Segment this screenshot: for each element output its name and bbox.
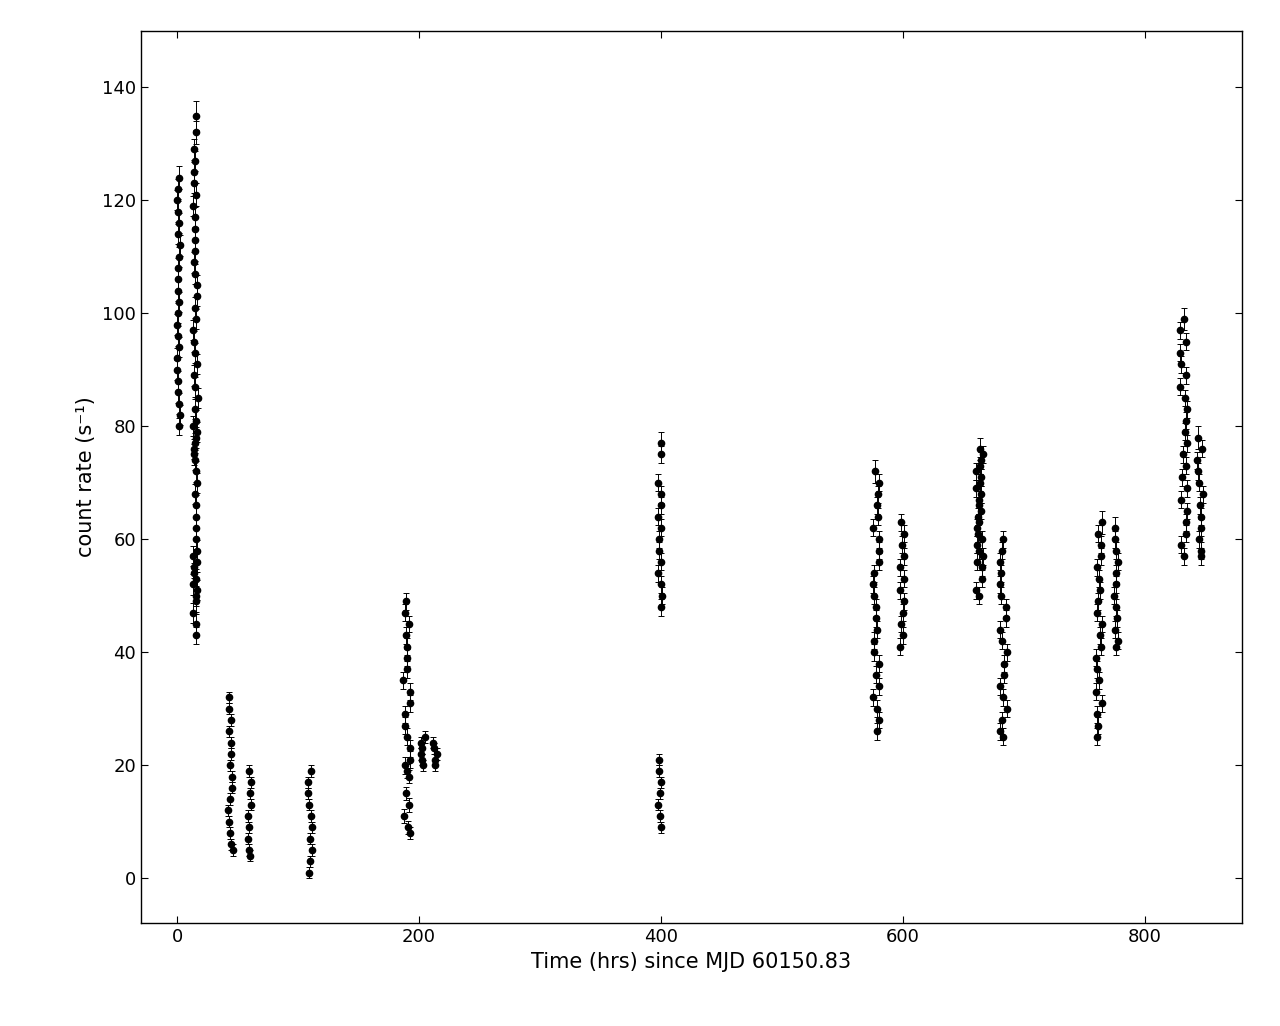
Y-axis label: count rate (s⁻¹): count rate (s⁻¹) <box>77 397 96 557</box>
X-axis label: Time (hrs) since MJD 60150.83: Time (hrs) since MJD 60150.83 <box>531 952 851 972</box>
